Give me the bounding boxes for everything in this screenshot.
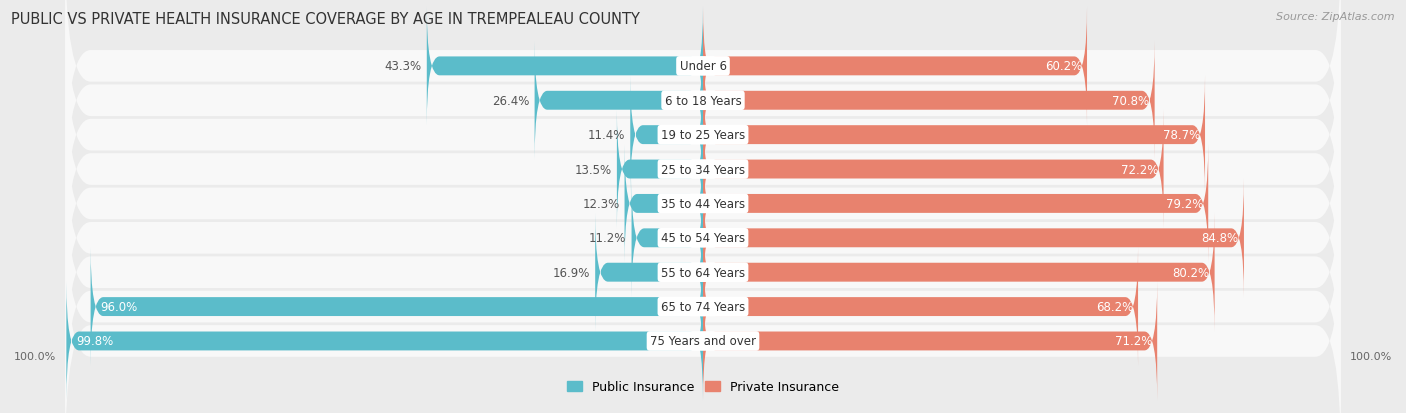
Text: 35 to 44 Years: 35 to 44 Years xyxy=(661,197,745,210)
FancyBboxPatch shape xyxy=(703,42,1154,160)
FancyBboxPatch shape xyxy=(703,145,1208,263)
Text: 60.2%: 60.2% xyxy=(1045,60,1083,73)
FancyBboxPatch shape xyxy=(703,179,1244,297)
Text: 84.8%: 84.8% xyxy=(1202,232,1239,245)
Text: 11.4%: 11.4% xyxy=(588,129,626,142)
FancyBboxPatch shape xyxy=(65,185,1341,413)
Text: 26.4%: 26.4% xyxy=(492,95,530,107)
FancyBboxPatch shape xyxy=(65,48,1341,291)
Text: 19 to 25 Years: 19 to 25 Years xyxy=(661,129,745,142)
Text: 78.7%: 78.7% xyxy=(1163,129,1199,142)
FancyBboxPatch shape xyxy=(703,248,1137,366)
FancyBboxPatch shape xyxy=(703,214,1215,332)
Text: 65 to 74 Years: 65 to 74 Years xyxy=(661,300,745,313)
FancyBboxPatch shape xyxy=(617,110,703,229)
FancyBboxPatch shape xyxy=(703,76,1205,195)
Text: 80.2%: 80.2% xyxy=(1173,266,1209,279)
FancyBboxPatch shape xyxy=(66,282,703,400)
FancyBboxPatch shape xyxy=(90,248,703,366)
Text: Under 6: Under 6 xyxy=(679,60,727,73)
Text: 25 to 34 Years: 25 to 34 Years xyxy=(661,163,745,176)
Text: 13.5%: 13.5% xyxy=(575,163,612,176)
Text: 12.3%: 12.3% xyxy=(582,197,620,210)
FancyBboxPatch shape xyxy=(65,220,1341,413)
Text: 100.0%: 100.0% xyxy=(14,351,56,361)
Text: 55 to 64 Years: 55 to 64 Years xyxy=(661,266,745,279)
Text: Source: ZipAtlas.com: Source: ZipAtlas.com xyxy=(1277,12,1395,22)
Text: 96.0%: 96.0% xyxy=(100,300,138,313)
Text: 45 to 54 Years: 45 to 54 Years xyxy=(661,232,745,245)
Text: 70.8%: 70.8% xyxy=(1112,95,1150,107)
Text: 68.2%: 68.2% xyxy=(1095,300,1133,313)
FancyBboxPatch shape xyxy=(427,7,703,126)
FancyBboxPatch shape xyxy=(595,214,703,332)
Text: 100.0%: 100.0% xyxy=(1350,351,1392,361)
Text: 72.2%: 72.2% xyxy=(1121,163,1159,176)
Text: 75 Years and over: 75 Years and over xyxy=(650,335,756,348)
FancyBboxPatch shape xyxy=(65,0,1341,188)
FancyBboxPatch shape xyxy=(624,145,703,263)
Text: 6 to 18 Years: 6 to 18 Years xyxy=(665,95,741,107)
Text: 99.8%: 99.8% xyxy=(76,335,114,348)
FancyBboxPatch shape xyxy=(65,0,1341,223)
FancyBboxPatch shape xyxy=(534,42,703,160)
Text: 79.2%: 79.2% xyxy=(1166,197,1204,210)
Text: 71.2%: 71.2% xyxy=(1115,335,1152,348)
FancyBboxPatch shape xyxy=(65,151,1341,394)
FancyBboxPatch shape xyxy=(65,14,1341,257)
FancyBboxPatch shape xyxy=(65,117,1341,360)
Text: 43.3%: 43.3% xyxy=(385,60,422,73)
FancyBboxPatch shape xyxy=(631,179,703,297)
FancyBboxPatch shape xyxy=(703,7,1087,126)
FancyBboxPatch shape xyxy=(703,282,1157,400)
Text: 16.9%: 16.9% xyxy=(553,266,591,279)
Text: PUBLIC VS PRIVATE HEALTH INSURANCE COVERAGE BY AGE IN TREMPEALEAU COUNTY: PUBLIC VS PRIVATE HEALTH INSURANCE COVER… xyxy=(11,12,640,27)
Text: 11.2%: 11.2% xyxy=(589,232,627,245)
FancyBboxPatch shape xyxy=(65,83,1341,325)
Legend: Public Insurance, Private Insurance: Public Insurance, Private Insurance xyxy=(562,375,844,398)
FancyBboxPatch shape xyxy=(703,110,1164,229)
FancyBboxPatch shape xyxy=(630,76,703,195)
